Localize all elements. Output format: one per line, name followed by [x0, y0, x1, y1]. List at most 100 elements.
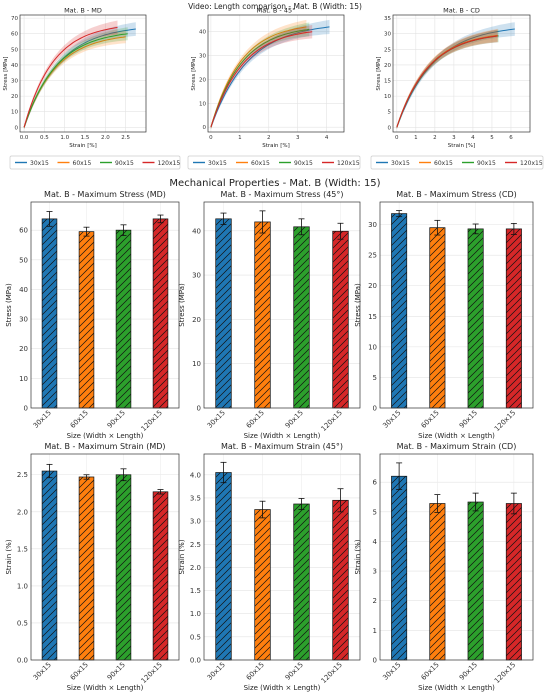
y-axis-label: Strain (%) [178, 539, 186, 574]
bar-hatch-120x15 [506, 503, 522, 660]
bar-hatch-60x15 [254, 509, 271, 660]
y-tick-label: 2.5 [17, 471, 28, 479]
x-tick-label: 3 [452, 135, 456, 141]
bar-hatch-30x15 [42, 471, 57, 660]
x-tick-label: 30x15 [32, 409, 53, 430]
plot-frame [19, 14, 147, 133]
x-tick-label: 0.5 [40, 135, 49, 141]
y-tick-label: 0 [388, 125, 392, 131]
x-tick-label: 3 [296, 135, 300, 141]
y-tick-label: 15 [368, 313, 377, 321]
legend-label-60x15: 60x15 [73, 160, 92, 167]
y-tick-label: 20 [368, 282, 377, 290]
legend-label-120x15: 120x15 [520, 160, 543, 167]
series-band-90x15 [210, 22, 310, 130]
x-tick-label: 2 [267, 135, 271, 141]
y-axis-label: Stress (MPa) [178, 283, 186, 327]
x-tick-label: 60x15 [420, 409, 441, 430]
video-title: Video: Length comparison - Mat. B (Width… [188, 2, 362, 11]
y-tick-label: 4.0 [190, 471, 201, 479]
y-tick-label: 1 [373, 627, 377, 635]
y-tick-label: 10 [368, 343, 377, 351]
y-tick-label: 20 [384, 63, 391, 69]
x-tick-label: 0.0 [20, 135, 29, 141]
x-tick-label: 30x15 [32, 661, 53, 682]
y-tick-label: 6 [373, 479, 378, 487]
y-tick-label: 2 [373, 597, 377, 605]
y-tick-label: 0.5 [17, 619, 28, 627]
x-tick-label: 120x15 [320, 409, 344, 433]
plot-frame [379, 201, 534, 409]
series-line-30x15 [210, 26, 330, 128]
plot-frame [30, 201, 180, 409]
chart-title: Mat. B - Maximum Strain (MD) [45, 442, 166, 451]
series-line-120x15 [396, 35, 498, 128]
bar-hatch-90x15 [293, 503, 310, 660]
series-line-120x15 [210, 31, 313, 128]
y-axis-label: Strain (%) [354, 539, 362, 574]
chart-title: Mat. B - Maximum Stress (45°) [221, 190, 344, 199]
x-tick-label: 90x15 [106, 661, 127, 682]
legend-label-60x15: 60x15 [434, 160, 453, 167]
series-band-120x15 [24, 20, 118, 130]
y-tick-label: 5 [388, 110, 392, 116]
y-tick-label: 2.0 [190, 564, 201, 572]
section-title: Mechanical Properties - Mat. B (Width: 1… [169, 178, 380, 189]
bar-hatch-60x15 [254, 221, 271, 408]
legend-2: 30x15 60x15 90x15 120x15 [187, 155, 361, 170]
chart-title: Mat. B - Maximum Stress (CD) [396, 190, 517, 199]
bar-hatch-30x15 [391, 476, 407, 660]
y-tick-label: 30 [11, 79, 18, 85]
y-tick-label: 1.0 [17, 582, 28, 590]
bar-hatch-60x15 [79, 231, 94, 408]
y-tick-label: 50 [19, 256, 28, 264]
x-axis-label: Size (Width × Length) [418, 684, 495, 692]
x-axis-label: Strain [%] [69, 143, 97, 149]
y-tick-label: 0 [373, 657, 377, 665]
series-line-120x15 [23, 27, 118, 128]
y-tick-label: 20 [192, 316, 201, 324]
x-tick-label: 60x15 [245, 409, 266, 430]
x-tick-label: 120x15 [493, 661, 517, 685]
y-tick-label: 0 [373, 405, 377, 413]
x-tick-label: 2.0 [101, 135, 110, 141]
y-tick-label: 5 [373, 508, 377, 516]
y-tick-label: 50 [11, 47, 18, 53]
y-tick-label: 3.0 [190, 518, 201, 526]
legend-label-90x15: 90x15 [477, 160, 496, 167]
plot-frame [30, 453, 180, 661]
x-tick-label: 120x15 [140, 661, 164, 685]
plot-frame [379, 453, 534, 661]
bar-hatch-90x15 [467, 228, 484, 408]
series-line-30x15 [396, 28, 515, 128]
chart-title: Mat. B - 45° [257, 7, 296, 15]
x-tick-label: 60x15 [69, 661, 90, 682]
y-tick-label: 30 [384, 32, 391, 38]
chart-title: Mat. B - Maximum Stress (MD) [44, 190, 166, 199]
x-axis-label: Size (Width × Length) [418, 432, 495, 440]
x-tick-label: 1 [238, 135, 242, 141]
y-tick-label: 1.5 [190, 587, 201, 595]
x-axis-label: Strain [%] [448, 143, 476, 149]
y-tick-label: 0.0 [17, 657, 28, 665]
y-axis-label: Stress (MPa) [354, 283, 362, 327]
series-band-120x15 [396, 29, 498, 130]
y-tick-label: 20 [11, 94, 18, 100]
chart-title: Mat. B - Maximum Strain (CD) [397, 442, 517, 451]
y-tick-label: 2.0 [17, 508, 28, 516]
bar-chart-6: 0 1 2 3 4 5 6 30x15 60x15 90x15 120x15 Mat. B - Max… [354, 442, 534, 692]
y-tick-label: 4 [373, 538, 378, 546]
x-tick-label: 5 [490, 135, 494, 141]
bar-chart-1: 0 10 20 30 40 50 60 30x15 60x15 90x15 120x15 Mat. B… [5, 190, 180, 440]
y-tick-label: 0.0 [190, 657, 201, 665]
y-tick-label: 60 [11, 32, 18, 38]
bar-chart-4: 0.0 0.5 1.0 1.5 2.0 2.5 30x15 60x15 90x15 120x15 M… [5, 442, 180, 692]
y-tick-label: 30 [368, 221, 377, 229]
legend-frame [9, 155, 181, 170]
legend-1: 30x15 60x15 90x15 120x15 [9, 155, 181, 170]
x-tick-label: 90x15 [458, 661, 479, 682]
legend-label-120x15: 120x15 [337, 160, 360, 167]
legend-label-120x15: 120x15 [158, 160, 181, 167]
